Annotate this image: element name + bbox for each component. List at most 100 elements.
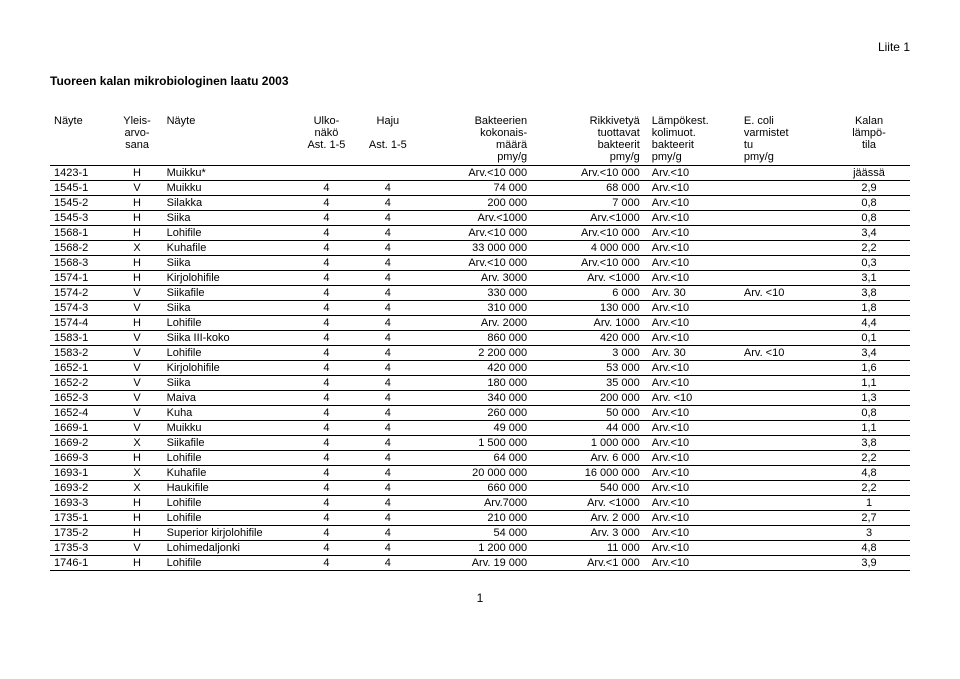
cell: 4 (357, 466, 418, 481)
cell: 1,3 (828, 391, 910, 406)
cell: V (111, 406, 162, 421)
cell: Arv.<10 (644, 301, 736, 316)
cell (736, 301, 828, 316)
cell: 6 000 (531, 286, 644, 301)
cell: Arv. 30 (644, 346, 736, 361)
cell: 1583-1 (50, 331, 111, 346)
cell: X (111, 466, 162, 481)
cell: Arv. <1000 (531, 271, 644, 286)
cell: 44 000 (531, 421, 644, 436)
cell: 4 (296, 436, 357, 451)
cell: 4 (296, 451, 357, 466)
cell: X (111, 241, 162, 256)
cell: Siika (163, 376, 296, 391)
cell (736, 181, 828, 196)
cell (736, 226, 828, 241)
cell: 420 000 (419, 361, 532, 376)
cell: 1735-1 (50, 511, 111, 526)
cell (736, 316, 828, 331)
cell (736, 511, 828, 526)
cell: Kuhafile (163, 466, 296, 481)
cell: 4 (296, 286, 357, 301)
cell (736, 256, 828, 271)
cell: 0,1 (828, 331, 910, 346)
cell: 1669-1 (50, 421, 111, 436)
cell: 4 (357, 526, 418, 541)
cell: Arv.<10 (644, 196, 736, 211)
cell: Arv.<10 000 (531, 256, 644, 271)
table-row: 1545-1VMuikku4474 00068 000Arv.<102,9 (50, 181, 910, 196)
cell: Arv.<10 (644, 241, 736, 256)
cell: 180 000 (419, 376, 532, 391)
cell: V (111, 361, 162, 376)
table-row: 1545-2HSilakka44200 0007 000Arv.<100,8 (50, 196, 910, 211)
cell (736, 241, 828, 256)
cell: 1545-3 (50, 211, 111, 226)
cell: 130 000 (531, 301, 644, 316)
appendix-label: Liite 1 (50, 40, 910, 54)
cell: H (111, 256, 162, 271)
cell: Arv.<10 000 (531, 226, 644, 241)
cell: Siikafile (163, 286, 296, 301)
cell: 1 200 000 (419, 541, 532, 556)
cell: 4,8 (828, 541, 910, 556)
cell: 1652-1 (50, 361, 111, 376)
cell: Kirjolohifile (163, 361, 296, 376)
cell: 35 000 (531, 376, 644, 391)
cell: 1,1 (828, 376, 910, 391)
cell: Arv. <10 (736, 286, 828, 301)
cell: 4 (296, 256, 357, 271)
cell: 1583-2 (50, 346, 111, 361)
cell: H (111, 226, 162, 241)
cell: 4 (357, 181, 418, 196)
col-haju: Haju Ast. 1-5 (357, 113, 418, 166)
cell: 1545-2 (50, 196, 111, 211)
cell: 1693-2 (50, 481, 111, 496)
cell: 4 (357, 376, 418, 391)
cell: 7 000 (531, 196, 644, 211)
cell: Kirjolohifile (163, 271, 296, 286)
cell: 1669-3 (50, 451, 111, 466)
cell: 2 200 000 (419, 346, 532, 361)
cell: 4 (296, 391, 357, 406)
cell: V (111, 421, 162, 436)
cell: 200 000 (531, 391, 644, 406)
cell: 4 (357, 481, 418, 496)
cell: Siika (163, 211, 296, 226)
cell: 4 (296, 196, 357, 211)
table-body: 1423-1HMuikku*Arv.<10 000Arv.<10 000Arv.… (50, 166, 910, 571)
cell: Arv.<10 (644, 421, 736, 436)
table-row: 1652-3VMaiva44340 000200 000Arv. <101,3 (50, 391, 910, 406)
cell: 4 (296, 361, 357, 376)
cell: 3,9 (828, 556, 910, 571)
cell: 1 (828, 496, 910, 511)
table-row: 1568-3HSiika44Arv.<10 000Arv.<10 000Arv.… (50, 256, 910, 271)
cell: 4 (357, 286, 418, 301)
cell: 1,6 (828, 361, 910, 376)
cell: 53 000 (531, 361, 644, 376)
cell: 4 (357, 316, 418, 331)
cell (736, 466, 828, 481)
cell: 1652-2 (50, 376, 111, 391)
cell: Arv.<10 (644, 256, 736, 271)
cell: Lohifile (163, 511, 296, 526)
cell: Haukifile (163, 481, 296, 496)
cell: 1568-1 (50, 226, 111, 241)
cell: 4 (357, 226, 418, 241)
cell: 3,8 (828, 436, 910, 451)
cell: 1574-4 (50, 316, 111, 331)
cell (736, 391, 828, 406)
table-row: 1574-1HKirjolohifile44Arv. 3000Arv. <100… (50, 271, 910, 286)
cell (736, 481, 828, 496)
table-row: 1423-1HMuikku*Arv.<10 000Arv.<10 000Arv.… (50, 166, 910, 181)
cell: Muikku (163, 181, 296, 196)
cell: 68 000 (531, 181, 644, 196)
cell: 1574-3 (50, 301, 111, 316)
col-ecoli: E. coli varmistet tu pmy/g (736, 113, 828, 166)
cell: 3,8 (828, 286, 910, 301)
cell: 260 000 (419, 406, 532, 421)
cell: 1574-1 (50, 271, 111, 286)
cell: 2,7 (828, 511, 910, 526)
cell: 4 (357, 391, 418, 406)
cell: Arv. <10 (644, 391, 736, 406)
